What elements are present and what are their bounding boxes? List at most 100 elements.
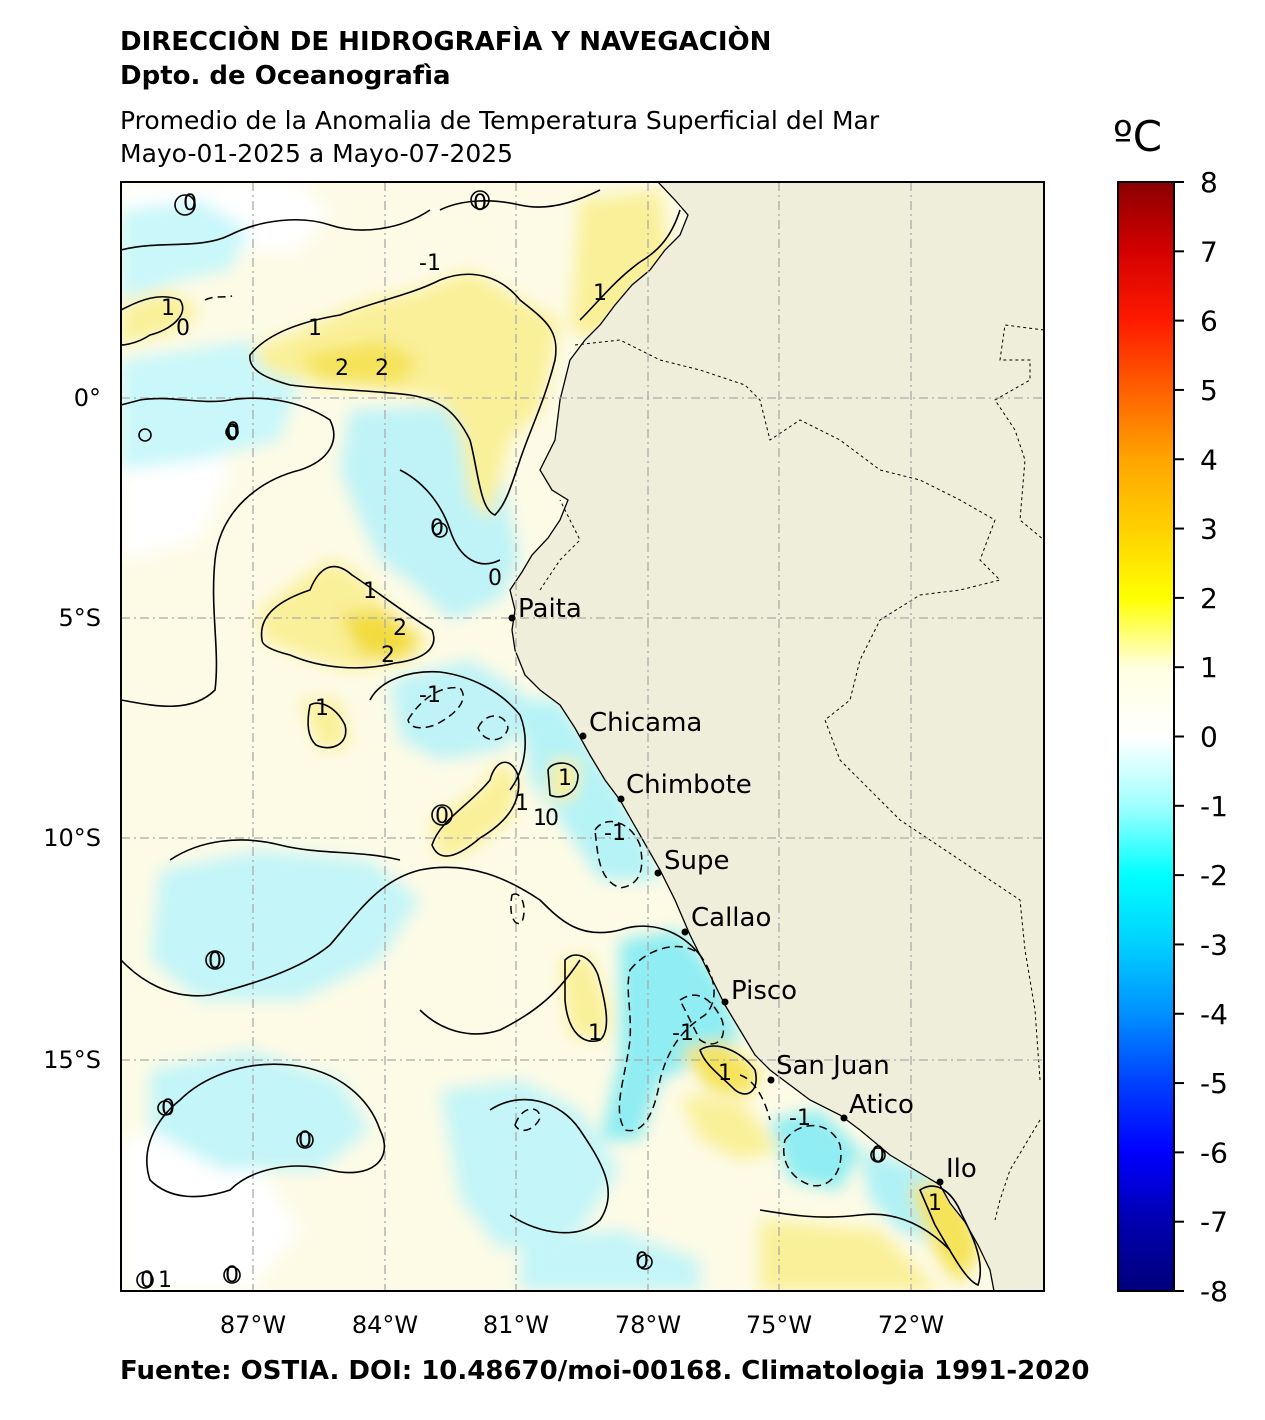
colorbar	[1117, 181, 1175, 1292]
city-ilo: Ilo	[936, 1154, 977, 1186]
city-dot	[654, 869, 662, 877]
department-title: Dpto. de Oceanografìa	[120, 61, 451, 91]
colorbar-tick-label: -8	[1200, 1275, 1228, 1308]
warm-anomaly-patch	[680, 1040, 760, 1095]
x-tick-label: 81°W	[483, 1311, 549, 1339]
graticule	[121, 182, 1044, 1291]
contour-label: 0	[473, 191, 487, 216]
contour-label: 1	[158, 1268, 172, 1293]
warm-anomaly-patch	[250, 270, 560, 520]
x-tick-label: 78°W	[615, 1311, 681, 1339]
cold-anomaly-patch	[121, 200, 250, 300]
city-label: Supe	[664, 846, 729, 876]
y-tick-label: 15°S	[43, 1046, 101, 1074]
y-tick-label: 0°	[74, 384, 101, 412]
contour-label: 1	[515, 791, 529, 816]
cold-anomaly-patch	[150, 1050, 370, 1170]
contour-label: 1	[928, 1191, 942, 1216]
institution-title: DIRECCIÒN DE HIDROGRAFÌA Y NAVEGACIÒN	[120, 27, 772, 57]
colorbar-tick-label: 2	[1200, 582, 1218, 615]
city-label: San Juan	[776, 1051, 890, 1081]
city-callao: Callao	[681, 903, 771, 936]
x-tick-label: 75°W	[746, 1311, 812, 1339]
city-dot	[681, 928, 689, 936]
country-borders	[539, 324, 1044, 1221]
colorbar-tick-label: 5	[1200, 374, 1218, 407]
contour-label: -1	[604, 821, 626, 846]
contour-label: 0	[226, 419, 240, 444]
warm-anomaly-patch	[121, 290, 200, 345]
cold-anomaly-patch	[390, 660, 540, 760]
contour-label: 2	[335, 356, 349, 381]
contour-label: 0	[871, 1143, 885, 1168]
city-dot	[721, 998, 729, 1006]
contour-label: 1	[315, 696, 329, 721]
colorbar-tick-label: 3	[1200, 513, 1218, 546]
contour-label: 0	[140, 1268, 154, 1293]
contour-label: 1	[718, 1061, 732, 1086]
city-label: Pisco	[731, 976, 797, 1006]
x-tick-labels: 87°W 84°W 81°W 78°W 75°W 72°W	[220, 1311, 944, 1339]
colorbar-tick-label: -2	[1200, 859, 1228, 892]
city-dot	[767, 1076, 775, 1084]
city-label: Chicama	[589, 708, 702, 738]
contour-label: 1	[363, 579, 377, 604]
contour-label: 0	[435, 804, 449, 829]
contour-label: -1	[672, 1021, 694, 1046]
y-tick-labels: 0° 5°S 10°S 15°S	[43, 384, 101, 1074]
contour-label: 0	[635, 1249, 649, 1274]
contour-label-group: 1 0 1 0 -1 1 2 2 0 0 0 1 2 2 -1 1 1 1 0 …	[140, 191, 942, 1293]
contour-label: -1	[789, 1106, 811, 1131]
period-subtitle: Mayo-01-2025 a Mayo-07-2025	[120, 139, 514, 168]
contour-label: -1	[419, 683, 441, 708]
warm-anomaly-patch	[680, 1095, 780, 1160]
contour-label: 0	[225, 1263, 239, 1288]
colorbar-tick-label: 8	[1200, 166, 1218, 199]
y-tick-label: 5°S	[58, 604, 101, 632]
city-pisco: Pisco	[721, 976, 797, 1006]
city-dot	[840, 1114, 848, 1122]
city-label: Chimbote	[626, 770, 752, 800]
colorbar-tick-label: 7	[1200, 235, 1218, 268]
colorbar-tick-label: -3	[1200, 928, 1228, 961]
colorbar-tick-label: 6	[1200, 305, 1218, 338]
warm-anomaly-patch	[340, 610, 420, 660]
neutral-patch	[121, 1120, 300, 1291]
warm-anomaly-patch	[570, 190, 670, 340]
colorbar-tick-label: -4	[1200, 998, 1228, 1031]
contour-label: 0	[225, 421, 239, 446]
city-label: Callao	[691, 903, 771, 933]
y-tick-label: 10°S	[43, 824, 101, 852]
city-atico: Atico	[840, 1090, 914, 1122]
x-tick-label: 72°W	[878, 1311, 944, 1339]
x-tick-label: 87°W	[220, 1311, 286, 1339]
colorbar-tick-label: -7	[1200, 1206, 1228, 1239]
colorbar-tick-label: -1	[1200, 790, 1228, 823]
contour-label: 0	[298, 1128, 312, 1153]
negative-contour-lines	[204, 295, 842, 1187]
city-dot	[579, 732, 587, 740]
contour-label: 2	[381, 643, 395, 668]
colorbar-tick-label: 1	[1200, 651, 1218, 684]
city-chimbote: Chimbote	[617, 770, 752, 803]
contour-label: 1	[593, 281, 607, 306]
city-paita: Paita	[508, 594, 582, 624]
contour-label: 0	[161, 1096, 175, 1121]
colorbar-tick-label: 0	[1200, 721, 1218, 754]
cold-anomaly-patch	[150, 850, 420, 1000]
cold-anomaly-patch	[600, 930, 740, 1140]
colorbar-unit: ºC	[1113, 112, 1163, 161]
source-footer: Fuente: OSTIA. DOI: 10.48670/moi-00168. …	[120, 1356, 1090, 1386]
city-chicama: Chicama	[579, 708, 702, 740]
city-markers: Paita Chicama Chimbote Supe Callao Pisco…	[508, 594, 977, 1186]
contour-label: 1	[558, 766, 572, 791]
contour-label: 0	[430, 516, 444, 541]
contour-label: 1	[533, 806, 547, 831]
warm-anomaly-patch	[430, 760, 520, 860]
contour-lines	[121, 189, 982, 1289]
city-label: Ilo	[946, 1154, 977, 1184]
contour-label: 2	[393, 616, 407, 641]
city-label: Paita	[518, 594, 582, 624]
cold-anomaly-patch	[121, 340, 300, 470]
